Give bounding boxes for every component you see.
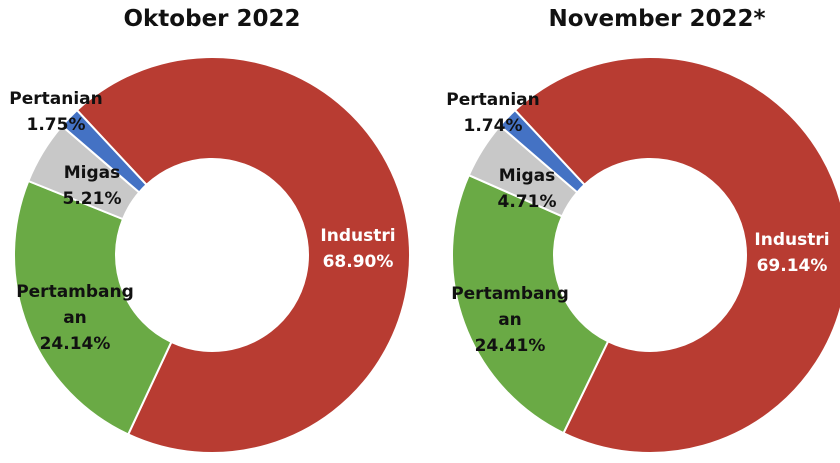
slice-category: Pertambang an [16, 282, 134, 328]
slice-value: 5.21% [62, 189, 122, 209]
chart-title: Oktober 2022 [123, 6, 301, 32]
slice-category: Pertanian [446, 90, 540, 110]
slice-label: Pertambang an 24.14% [16, 279, 134, 357]
donut-slice [498, 108, 586, 194]
donut-slice [75, 56, 411, 454]
slice-label: Pertambang an 24.41% [451, 281, 569, 359]
slice-label: Migas 5.21% [63, 160, 122, 212]
slice-label: Migas 4.71% [498, 163, 557, 215]
slice-value: 24.14% [39, 334, 111, 354]
slice-label: Pertanian 1.74% [446, 87, 539, 139]
donut-slice [451, 173, 610, 435]
slice-label: Pertanian 1.75% [9, 86, 102, 138]
donut-slice [60, 108, 148, 194]
slice-category: Industri [320, 226, 396, 246]
slice-category: Migas [63, 163, 121, 183]
slice-value: 1.74% [463, 116, 523, 136]
donut-slice [513, 56, 840, 454]
slice-category: Pertanian [9, 89, 103, 109]
slice-label: Industri 68.90% [320, 223, 395, 275]
slice-category: Pertambang an [451, 284, 569, 330]
slice-value: 69.14% [756, 256, 828, 276]
donut-slice [13, 179, 173, 436]
slice-value: 68.90% [322, 252, 394, 272]
chart-title: November 2022* [548, 6, 766, 32]
slice-value: 1.75% [26, 115, 86, 135]
slice-label: Industri 69.14% [754, 227, 829, 279]
slice-category: Industri [754, 230, 830, 250]
slice-category: Migas [498, 166, 556, 186]
slice-value: 4.71% [497, 192, 557, 212]
slice-value: 24.41% [474, 336, 546, 356]
